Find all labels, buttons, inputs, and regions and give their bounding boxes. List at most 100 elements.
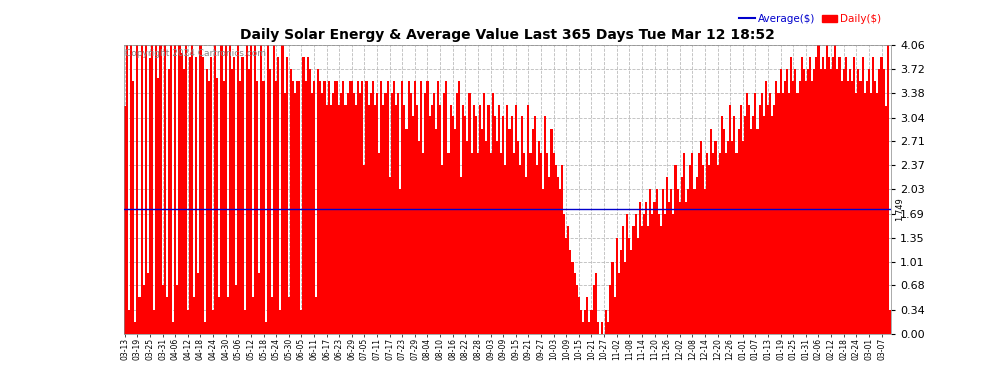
Bar (666, 177, 668, 334)
Bar (341, 93, 343, 334)
Bar (743, 116, 745, 334)
Bar (880, 57, 883, 334)
Bar (350, 81, 352, 334)
Bar (863, 93, 866, 334)
Bar (550, 129, 552, 334)
Bar (586, 297, 588, 334)
Bar (784, 81, 786, 334)
Bar (758, 105, 760, 334)
Bar (168, 69, 170, 334)
Bar (605, 310, 607, 334)
Bar (135, 322, 137, 334)
Bar (887, 45, 889, 334)
Bar (380, 81, 382, 334)
Bar (883, 69, 885, 334)
Bar (271, 297, 273, 334)
Bar (750, 129, 752, 334)
Bar (554, 165, 556, 334)
Bar (481, 129, 483, 334)
Bar (391, 93, 393, 334)
Bar (143, 285, 145, 334)
Bar (528, 105, 530, 334)
Bar (221, 45, 223, 334)
Bar (433, 93, 435, 334)
Bar (410, 93, 412, 334)
Bar (435, 129, 437, 334)
Bar (649, 189, 651, 334)
Bar (837, 69, 839, 334)
Bar (451, 116, 453, 334)
Bar (835, 45, 837, 334)
Bar (565, 238, 567, 334)
Bar (399, 189, 401, 334)
Bar (765, 81, 767, 334)
Bar (534, 116, 536, 334)
Bar (571, 262, 573, 334)
Bar (204, 322, 206, 334)
Bar (580, 310, 582, 334)
Bar (734, 116, 736, 334)
Bar (779, 69, 782, 334)
Legend: Average($), Daily($): Average($), Daily($) (736, 10, 886, 28)
Bar (458, 81, 460, 334)
Bar (719, 153, 721, 334)
Bar (552, 153, 554, 334)
Bar (618, 273, 620, 334)
Bar (657, 213, 659, 334)
Bar (773, 105, 775, 334)
Bar (641, 226, 643, 334)
Bar (401, 81, 403, 334)
Bar (639, 202, 641, 334)
Bar (702, 165, 704, 334)
Bar (193, 297, 195, 334)
Bar (721, 116, 723, 334)
Bar (849, 69, 851, 334)
Bar (742, 141, 743, 334)
Bar (859, 81, 861, 334)
Bar (826, 45, 828, 334)
Bar (437, 81, 439, 334)
Bar (328, 81, 330, 334)
Bar (191, 45, 193, 334)
Bar (309, 69, 311, 334)
Bar (752, 116, 754, 334)
Bar (214, 45, 216, 334)
Bar (425, 93, 427, 334)
Bar (687, 189, 689, 334)
Bar (595, 273, 597, 334)
Bar (818, 45, 820, 334)
Bar (414, 81, 416, 334)
Bar (855, 93, 857, 334)
Bar (374, 105, 376, 334)
Bar (540, 153, 543, 334)
Bar (544, 116, 546, 334)
Bar (165, 297, 168, 334)
Bar (515, 105, 517, 334)
Bar (696, 177, 698, 334)
Bar (513, 153, 515, 334)
Bar (839, 57, 841, 334)
Bar (685, 202, 687, 334)
Bar (738, 129, 740, 334)
Bar (620, 250, 622, 334)
Bar (762, 116, 765, 334)
Bar (170, 45, 172, 334)
Bar (811, 81, 813, 334)
Bar (698, 153, 700, 334)
Bar (317, 69, 319, 334)
Bar (124, 106, 126, 334)
Text: Copyright 2024 Cartronics.com: Copyright 2024 Cartronics.com (126, 50, 266, 58)
Bar (427, 81, 429, 334)
Bar (559, 189, 561, 334)
Bar (732, 141, 734, 334)
Bar (861, 57, 863, 334)
Bar (521, 116, 523, 334)
Bar (372, 81, 374, 334)
Bar (710, 129, 713, 334)
Bar (725, 153, 727, 334)
Bar (633, 226, 635, 334)
Bar (343, 81, 345, 334)
Bar (745, 93, 748, 334)
Bar (273, 45, 275, 334)
Bar (147, 273, 148, 334)
